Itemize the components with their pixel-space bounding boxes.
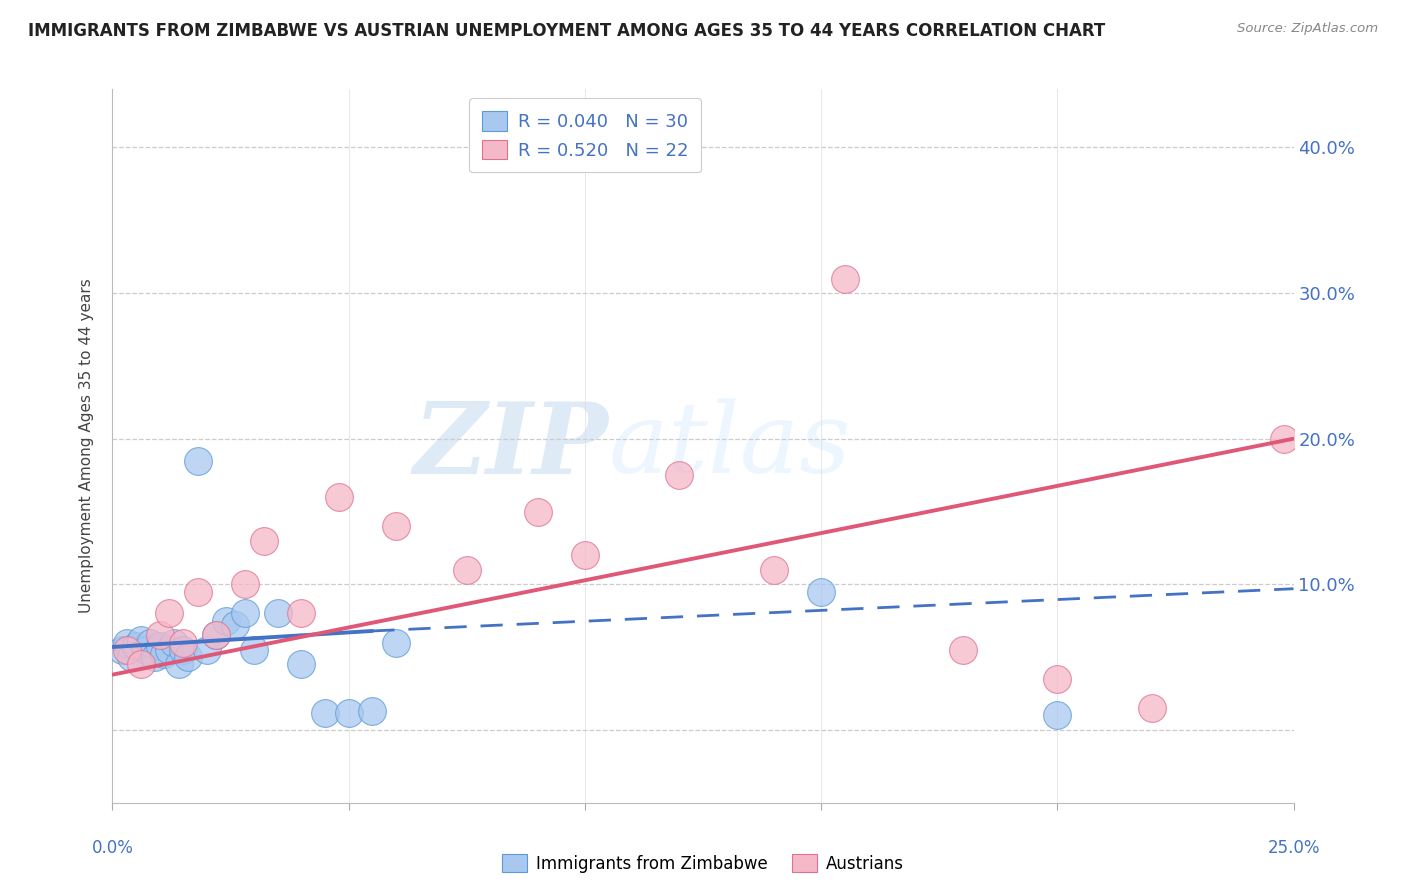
Point <box>172 635 194 649</box>
Text: ZIP: ZIP <box>413 398 609 494</box>
Point <box>328 490 350 504</box>
Point <box>233 607 256 621</box>
Point <box>195 643 218 657</box>
Point <box>314 706 336 720</box>
Point <box>267 607 290 621</box>
Point <box>115 643 138 657</box>
Point <box>143 650 166 665</box>
Point <box>834 271 856 285</box>
Point <box>129 657 152 672</box>
Text: Source: ZipAtlas.com: Source: ZipAtlas.com <box>1237 22 1378 36</box>
Point <box>167 657 190 672</box>
Text: atlas: atlas <box>609 399 851 493</box>
Point <box>172 643 194 657</box>
Point <box>129 632 152 647</box>
Point <box>385 519 408 533</box>
Point <box>1046 708 1069 723</box>
Point <box>120 650 142 665</box>
Point <box>1140 701 1163 715</box>
Point <box>149 628 172 642</box>
Point <box>1272 432 1295 446</box>
Point <box>224 618 246 632</box>
Legend: Immigrants from Zimbabwe, Austrians: Immigrants from Zimbabwe, Austrians <box>496 847 910 880</box>
Point <box>762 563 785 577</box>
Point <box>215 614 238 628</box>
Point <box>163 635 186 649</box>
Point <box>456 563 478 577</box>
Point <box>135 643 157 657</box>
Point <box>290 607 312 621</box>
Point <box>205 628 228 642</box>
Point <box>337 706 360 720</box>
Point <box>526 504 548 518</box>
Point <box>111 643 134 657</box>
Point <box>125 639 148 653</box>
Point <box>115 635 138 649</box>
Text: 0.0%: 0.0% <box>91 839 134 857</box>
Point <box>157 643 180 657</box>
Y-axis label: Unemployment Among Ages 35 to 44 years: Unemployment Among Ages 35 to 44 years <box>79 278 94 614</box>
Point <box>153 647 176 661</box>
Point <box>290 657 312 672</box>
Point <box>668 468 690 483</box>
Point <box>952 643 974 657</box>
Point <box>810 584 832 599</box>
Point <box>186 584 208 599</box>
Point <box>253 533 276 548</box>
Text: 25.0%: 25.0% <box>1267 839 1320 857</box>
Point <box>157 607 180 621</box>
Point <box>177 650 200 665</box>
Point <box>1046 672 1069 686</box>
Point <box>574 548 596 562</box>
Point <box>385 635 408 649</box>
Point <box>139 635 162 649</box>
Text: IMMIGRANTS FROM ZIMBABWE VS AUSTRIAN UNEMPLOYMENT AMONG AGES 35 TO 44 YEARS CORR: IMMIGRANTS FROM ZIMBABWE VS AUSTRIAN UNE… <box>28 22 1105 40</box>
Point <box>186 453 208 467</box>
Point <box>361 704 384 718</box>
Point <box>233 577 256 591</box>
Point <box>149 639 172 653</box>
Point <box>205 628 228 642</box>
Legend: R = 0.040   N = 30, R = 0.520   N = 22: R = 0.040 N = 30, R = 0.520 N = 22 <box>470 98 700 172</box>
Point <box>243 643 266 657</box>
